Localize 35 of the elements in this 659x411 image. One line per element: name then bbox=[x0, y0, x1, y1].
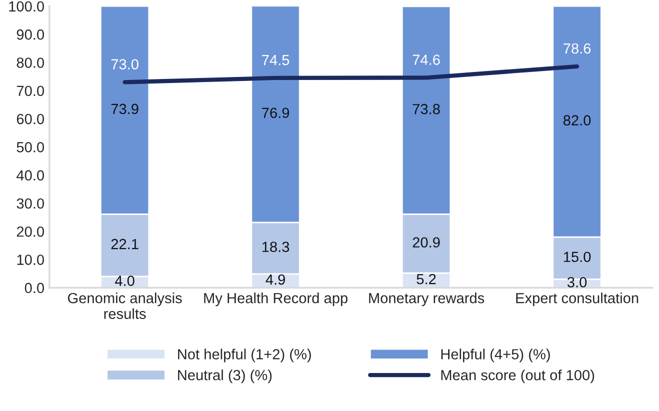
y-tick-label: 0.0 bbox=[24, 282, 44, 294]
legend-label: Not helpful (1+2) (%) bbox=[178, 348, 311, 362]
legend-label: Neutral (3) (%) bbox=[178, 370, 272, 384]
x-tick-label: Genomic analysis results bbox=[68, 292, 182, 319]
y-tick-label: 10.0 bbox=[17, 254, 44, 265]
legend-label: Helpful (4+5) (%) bbox=[441, 348, 550, 362]
data-label: 18.3 bbox=[262, 242, 290, 252]
data-label: 73.8 bbox=[412, 104, 440, 114]
data-label: 74.6 bbox=[412, 54, 440, 65]
data-label: 82.0 bbox=[563, 115, 591, 126]
y-tick-label: 80.0 bbox=[16, 58, 44, 68]
y-tick-label: 20.0 bbox=[16, 226, 44, 237]
data-label: 20.9 bbox=[412, 237, 440, 248]
y-tick-label: 70.0 bbox=[16, 86, 44, 96]
y-tick-label: 60.0 bbox=[16, 114, 44, 124]
data-label: 4.0 bbox=[115, 276, 134, 286]
data-label: 78.6 bbox=[564, 43, 591, 54]
y-tick-label: 30.0 bbox=[16, 198, 44, 209]
data-label: 4.9 bbox=[266, 274, 285, 285]
y-tick-label: 90.0 bbox=[16, 29, 44, 40]
x-tick-label: Monetary rewards bbox=[369, 292, 484, 306]
data-label: 76.9 bbox=[262, 108, 290, 118]
x-tick-label: Expert consultation bbox=[516, 292, 638, 306]
x-tick-label: My Health Record app bbox=[204, 292, 348, 306]
data-label: 5.2 bbox=[416, 274, 436, 284]
y-tick-label: 100.0 bbox=[9, 1, 44, 12]
data-label: 73.0 bbox=[111, 59, 138, 70]
data-label: 22.1 bbox=[111, 238, 138, 250]
data-label: 73.9 bbox=[111, 104, 138, 114]
data-label: 74.5 bbox=[262, 55, 290, 66]
data-label: 3.0 bbox=[567, 277, 587, 288]
legend-label: Mean score (out of 100) bbox=[441, 370, 594, 384]
y-tick-label: 40.0 bbox=[16, 170, 44, 181]
data-label: 15.0 bbox=[564, 252, 591, 262]
y-tick-label: 50.0 bbox=[16, 142, 44, 152]
